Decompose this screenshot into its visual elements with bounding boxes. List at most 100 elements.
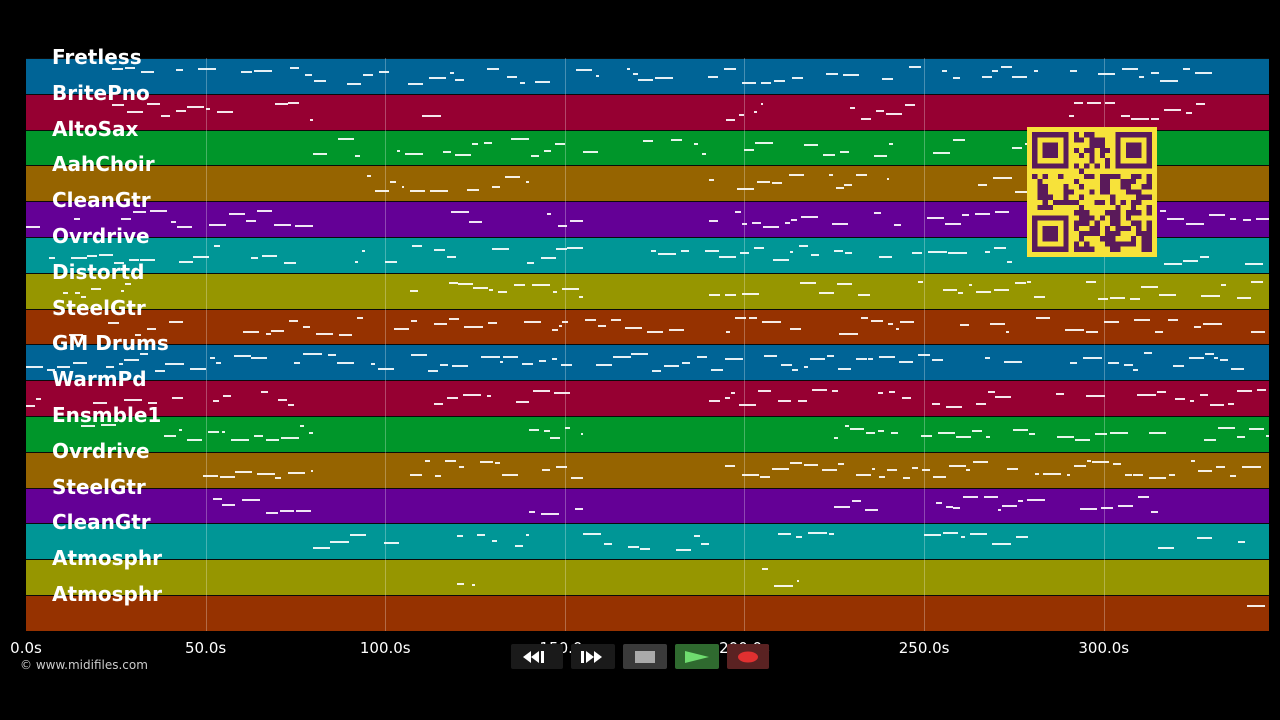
midi-note (1014, 190, 1030, 193)
record-icon (738, 651, 758, 662)
midi-note (547, 212, 551, 215)
midi-note (266, 512, 279, 515)
midi-note (235, 470, 252, 473)
track-lane[interactable] (26, 559, 1269, 595)
rewind-button[interactable] (511, 644, 563, 669)
midi-note (1026, 281, 1031, 284)
midi-note (1017, 499, 1023, 502)
midi-note (668, 329, 684, 332)
midi-note (553, 291, 558, 294)
midi-note (671, 139, 682, 142)
midi-note (932, 402, 940, 405)
midi-note (749, 316, 758, 319)
midi-note (1151, 117, 1159, 120)
midi-note (350, 533, 367, 536)
midi-note (888, 323, 893, 325)
fast-forward-button[interactable] (571, 644, 615, 669)
midi-note (1143, 352, 1152, 355)
midi-note (1006, 468, 1019, 471)
midi-note (280, 510, 295, 513)
midi-note (993, 176, 1012, 179)
midi-note (943, 288, 957, 291)
track-lane[interactable] (26, 523, 1269, 560)
track-lane[interactable] (26, 344, 1269, 381)
midi-note (491, 186, 500, 188)
midi-note (1169, 474, 1175, 477)
midi-note (246, 220, 257, 223)
midi-note (575, 68, 593, 71)
play-button[interactable] (675, 644, 719, 669)
midi-note (410, 189, 426, 192)
midi-note (1104, 102, 1115, 105)
midi-note (962, 496, 979, 499)
track-lane[interactable] (26, 595, 1269, 631)
track-lane[interactable] (26, 380, 1269, 416)
midi-note (943, 531, 959, 534)
midi-note (1012, 75, 1028, 78)
midi-note (990, 323, 1005, 326)
midi-note (1133, 474, 1143, 477)
track-lane[interactable] (26, 416, 1269, 452)
midi-note (26, 225, 40, 228)
midi-note (1069, 361, 1077, 364)
track-lane[interactable] (26, 93, 1269, 130)
midi-note (498, 291, 508, 294)
midi-note (389, 180, 396, 183)
midi-note (760, 81, 772, 84)
midi-note (596, 363, 612, 366)
track-lane[interactable] (26, 308, 1269, 345)
midi-note (920, 434, 933, 437)
track-lane[interactable] (26, 58, 1269, 94)
midi-note (533, 389, 550, 392)
midi-note (231, 438, 249, 441)
midi-note (555, 465, 568, 468)
midi-note (1159, 80, 1178, 83)
midi-note (694, 535, 701, 538)
midi-note (361, 250, 365, 253)
midi-note (663, 364, 680, 367)
midi-note (495, 461, 500, 464)
midi-note (946, 506, 953, 509)
midi-note (36, 397, 42, 400)
qr-code-icon[interactable] (1027, 127, 1157, 257)
midi-note (535, 81, 550, 84)
midi-note (165, 362, 184, 365)
midi-note (627, 67, 631, 70)
midi-note (789, 174, 804, 176)
midi-note (724, 293, 736, 296)
midi-note (1186, 111, 1193, 114)
midi-note (763, 355, 777, 358)
midi-note (982, 76, 992, 79)
lane-divider (26, 595, 1269, 596)
stop-button[interactable] (623, 644, 667, 669)
midi-note (1007, 261, 1012, 264)
midi-note (384, 261, 397, 264)
midi-note (223, 394, 232, 397)
midi-note (1195, 71, 1212, 74)
midi-note (1033, 69, 1039, 72)
midi-note (882, 77, 893, 80)
midi-note (1199, 255, 1209, 258)
midi-note (1083, 357, 1103, 360)
midi-note (1098, 72, 1116, 75)
lane-divider (26, 58, 1269, 59)
midi-note (1159, 293, 1177, 296)
midi-note (888, 142, 893, 145)
midi-note (393, 328, 410, 331)
record-button[interactable] (727, 644, 769, 669)
midi-note (356, 317, 363, 320)
midi-note (492, 540, 497, 543)
midi-note (113, 262, 125, 265)
track-lane[interactable] (26, 272, 1269, 309)
midi-note (176, 226, 192, 229)
midi-note (1237, 297, 1251, 300)
track-label: Atmosphr (52, 546, 162, 571)
track-lane[interactable] (26, 451, 1269, 488)
track-lane[interactable] (26, 487, 1269, 524)
midi-note (1117, 505, 1134, 508)
midi-note (1236, 436, 1246, 439)
midi-note (100, 424, 117, 427)
midi-note (701, 152, 706, 155)
midi-note (771, 181, 783, 184)
midi-note (510, 137, 529, 140)
